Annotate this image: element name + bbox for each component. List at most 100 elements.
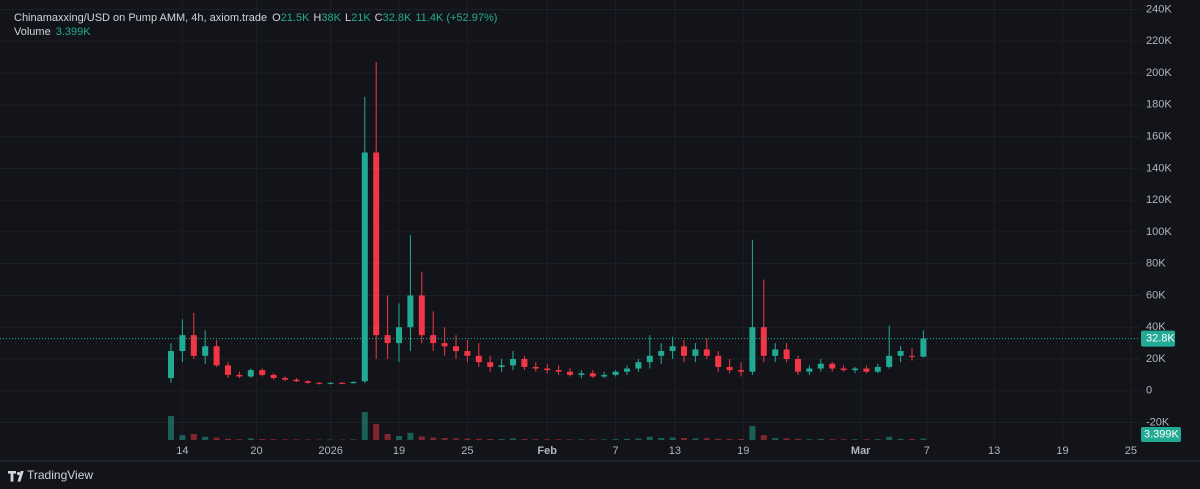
candle-body — [703, 349, 710, 356]
volume-bar — [692, 438, 699, 440]
volume-bar — [795, 438, 801, 440]
candle-body — [510, 358, 516, 366]
candle-body — [555, 370, 562, 372]
volume-bar — [213, 437, 220, 440]
candle-body — [327, 382, 334, 384]
x-tick-label: 19 — [737, 445, 749, 457]
volume-bar — [749, 426, 756, 440]
volume-bar — [806, 439, 813, 440]
candle-body — [886, 355, 893, 367]
candle-body — [190, 335, 197, 356]
x-tick-label: 13 — [669, 445, 681, 457]
candle-body — [658, 351, 665, 356]
volume-bar — [589, 439, 596, 440]
volume-bar — [202, 436, 209, 440]
volume-bar — [270, 439, 277, 440]
candle-body — [806, 368, 813, 372]
volume-bar — [498, 439, 505, 440]
volume-bar — [635, 438, 642, 440]
candle-body — [247, 370, 254, 377]
candle-body — [236, 374, 243, 377]
candle-body — [179, 335, 186, 352]
candle-body — [430, 335, 437, 344]
y-tick-label: -20K — [1146, 416, 1170, 428]
x-tick-label: 20 — [250, 445, 262, 457]
volume-bar — [624, 438, 630, 440]
volume-bar — [475, 438, 482, 440]
x-tick-label: 7 — [924, 445, 930, 457]
candle-body — [396, 327, 402, 344]
volume-bar — [772, 438, 779, 440]
candle-body — [373, 152, 380, 336]
volume-bar — [783, 438, 790, 440]
ohlc-value: 21.5K — [281, 12, 310, 24]
plot — [0, 61, 1140, 440]
candle-body — [692, 349, 699, 356]
volume-bar — [920, 438, 927, 440]
y-tick-label: 240K — [1146, 3, 1172, 15]
candle-body — [874, 366, 881, 372]
ohlc-key: O — [272, 12, 281, 24]
volume-bar — [612, 439, 619, 440]
volume-bar — [681, 438, 687, 440]
volume-value: 3.399K — [56, 26, 92, 38]
candle-body — [624, 368, 630, 372]
candle-body — [202, 346, 209, 356]
candle-body — [498, 365, 505, 367]
x-tick-label: Mar — [851, 445, 871, 457]
volume-bar — [578, 439, 585, 440]
volume-bar — [601, 439, 608, 440]
volume-bar — [646, 436, 653, 440]
candle-body — [293, 379, 300, 382]
y-tick-label: 180K — [1146, 99, 1172, 111]
candle-body — [863, 368, 870, 372]
x-tick-label: 14 — [176, 445, 188, 457]
volume-bar — [863, 439, 870, 440]
candle-body — [772, 349, 779, 356]
volume-bar — [874, 439, 881, 440]
candle-body — [840, 368, 847, 371]
volume-bar — [897, 438, 904, 440]
volume-bar — [464, 438, 471, 440]
x-tick-label: 2026 — [318, 445, 342, 457]
volume-bar — [418, 436, 425, 440]
volume-bar — [179, 435, 186, 440]
x-tick-label: 25 — [1125, 445, 1137, 457]
y-tick-label: 60K — [1146, 289, 1166, 301]
candle-body — [749, 327, 756, 372]
volume-bar — [829, 439, 836, 440]
volume-bar — [567, 439, 573, 440]
candle-body — [544, 368, 551, 371]
volume-bar — [407, 432, 414, 440]
candle-body — [339, 382, 345, 384]
volume-bar — [521, 439, 528, 440]
x-tick-label: 19 — [393, 445, 405, 457]
y-tick-label: 220K — [1146, 35, 1172, 47]
candle-body — [669, 346, 676, 352]
change: 11.4K (+52.97%) — [415, 12, 497, 24]
volume-bar — [384, 434, 391, 440]
y-tick-label: 40K — [1146, 321, 1166, 333]
candle-body — [646, 355, 653, 363]
volume-bar — [840, 439, 847, 440]
ohlc-value: 38K — [321, 12, 341, 24]
volume-bar — [715, 438, 722, 440]
y-tick-label: 120K — [1146, 194, 1172, 206]
volume-bar — [225, 438, 231, 440]
volume-bar — [168, 416, 174, 440]
candle-body — [350, 382, 357, 384]
y-tick-label: 0 — [1146, 385, 1152, 397]
volume-bar — [430, 437, 437, 440]
candle-body — [464, 351, 471, 356]
candle-body — [418, 295, 425, 336]
brand-logo — [7, 471, 24, 482]
candle-body — [567, 371, 573, 375]
last-price-badge — [1141, 330, 1175, 347]
ohlc-key: C — [375, 12, 383, 24]
volume-bar — [259, 439, 266, 440]
candle-body — [475, 355, 482, 363]
volume-bar — [532, 439, 539, 440]
candle-body — [612, 371, 619, 375]
x-tick-label: 13 — [988, 445, 1000, 457]
volume-bar — [658, 438, 665, 440]
